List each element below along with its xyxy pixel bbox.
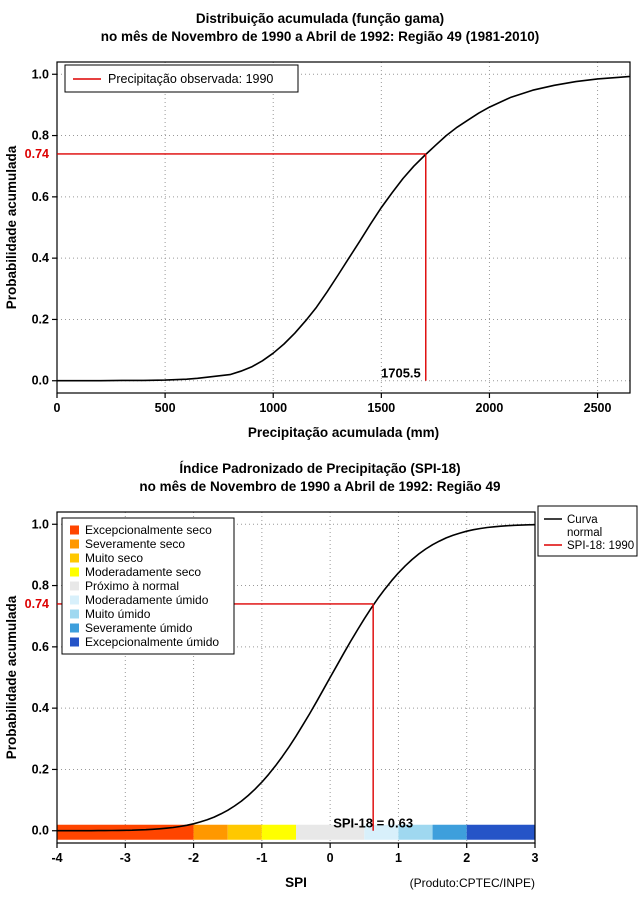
curve-legend-label: Curva [567, 514, 598, 526]
chart2-subtitle: no mês de Novembro de 1990 a Abril de 19… [139, 479, 501, 494]
y-tick-label: 0.0 [32, 824, 49, 838]
legend-box: Precipitação observada: 1990 [64, 64, 299, 93]
category-label: Severamente seco [85, 537, 185, 551]
x-tick-label: 2000 [476, 401, 504, 415]
category-swatch [70, 595, 79, 605]
category-label: Próximo à normal [85, 579, 179, 593]
annotation-y-label: 0.74 [25, 147, 49, 161]
x-tick-label: -2 [188, 851, 199, 865]
y-tick-label: 1.0 [32, 517, 49, 531]
cdf-curve [57, 75, 631, 382]
category-swatch [70, 539, 79, 549]
category-label: Muito úmido [85, 607, 151, 621]
chart1-subtitle: no mês de Novembro de 1990 a Abril de 19… [100, 29, 540, 44]
plot-border [56, 511, 536, 844]
axis-tick-labels: -4 -3 -2 -1 0 1 2 3 0.0 0.2 0.4 0.6 0.8 1.0 [32, 517, 539, 865]
y-axis-label: Probabilidade acumulada [4, 595, 19, 759]
x-tick-label: -4 [51, 851, 62, 865]
chart1-title-block: Distribuição acumulada (função gama) no … [0, 10, 640, 46]
annotation-x-label: SPI-18 = 0.63 [333, 816, 413, 831]
category-label: Moderadamente úmido [85, 593, 209, 607]
y-tick-label: 0.4 [32, 701, 49, 715]
x-tick-label: 500 [155, 401, 176, 415]
cdf-curve [57, 523, 536, 832]
x-tick-label: 3 [532, 851, 539, 865]
x-tick-label: 2500 [584, 401, 612, 415]
spi-cdf-figure: -4 -3 -2 -1 0 1 2 3 0.0 0.2 0.4 0.6 0.8 1.0 SPI Probabi… [0, 450, 640, 900]
x-tick-label: 1500 [367, 401, 395, 415]
category-label: Severamente úmido [85, 621, 193, 635]
y-tick-label: 0.8 [32, 129, 49, 143]
annotation-y-label: 0.74 [25, 597, 49, 611]
chart2-title: Índice Padronizado de Precipitação (SPI-… [179, 461, 461, 476]
category-label: Muito seco [85, 551, 143, 565]
x-tick-label: 1000 [259, 401, 287, 415]
x-tick-label: 2 [463, 851, 470, 865]
x-tick-label: 1 [395, 851, 402, 865]
y-tick-label: 0.2 [32, 762, 49, 776]
y-tick-label: 0.2 [32, 312, 49, 326]
y-tick-label: 1.0 [32, 67, 49, 81]
category-label: Excepcionalmente úmido [85, 635, 219, 649]
precipitation-cdf-figure: 0 500 1000 1500 2000 2500 0.0 0.2 0.4 0.6 0.8 1.0 Pr… [0, 10, 640, 440]
x-tick-label: 0 [54, 401, 61, 415]
y-tick-label: 0.8 [32, 579, 49, 593]
y-tick-label: 0.0 [32, 374, 49, 388]
axis-ticks [52, 73, 599, 398]
axis-ticks [52, 523, 536, 848]
spi-cdf-chart: -4 -3 -2 -1 0 1 2 3 0.0 0.2 0.4 0.6 0.8 1.0 SPI Probabi… [4, 505, 638, 890]
x-axis-label: Precipitação acumulada (mm) [248, 425, 439, 440]
credit-text: (Produto:CPTEC/INPE) [410, 876, 535, 890]
legend-label: Precipitação observada: 1990 [108, 72, 273, 86]
annotation-x-label: 1705.5 [381, 366, 421, 381]
axis-tick-labels: 0 500 1000 1500 2000 2500 0.0 0.2 0.4 0.6 0.8 1.0 [32, 67, 612, 415]
precipitation-cdf-chart: 0 500 1000 1500 2000 2500 0.0 0.2 0.4 0.6 0.8 1.0 Pr… [4, 61, 631, 440]
y-tick-label: 0.6 [32, 190, 49, 204]
spi-category-band [57, 824, 535, 840]
category-swatch [70, 623, 79, 633]
y-tick-label: 0.6 [32, 640, 49, 654]
category-swatch [70, 581, 79, 591]
curve-legend-label: SPI-18: 1990 [567, 540, 634, 552]
y-tick-label: 0.4 [32, 251, 49, 265]
x-axis-label: SPI [285, 875, 307, 890]
gridlines [56, 62, 630, 393]
category-swatch [70, 609, 79, 619]
plot-border [56, 61, 631, 394]
x-tick-label: -3 [120, 851, 131, 865]
category-label: Moderadamente seco [85, 565, 201, 579]
curve-legend-label: normal [567, 527, 602, 539]
category-swatch [70, 525, 79, 535]
category-swatch [70, 567, 79, 577]
chart1-title: Distribuição acumulada (função gama) [195, 11, 445, 26]
category-label: Excepcionalmente seco [85, 523, 212, 537]
category-swatch [70, 637, 79, 647]
chart2-title-block: Índice Padronizado de Precipitação (SPI-… [0, 460, 640, 496]
x-tick-label: -1 [256, 851, 267, 865]
y-axis-label: Probabilidade acumulada [4, 145, 19, 309]
x-tick-label: 0 [327, 851, 334, 865]
category-swatch [70, 553, 79, 563]
